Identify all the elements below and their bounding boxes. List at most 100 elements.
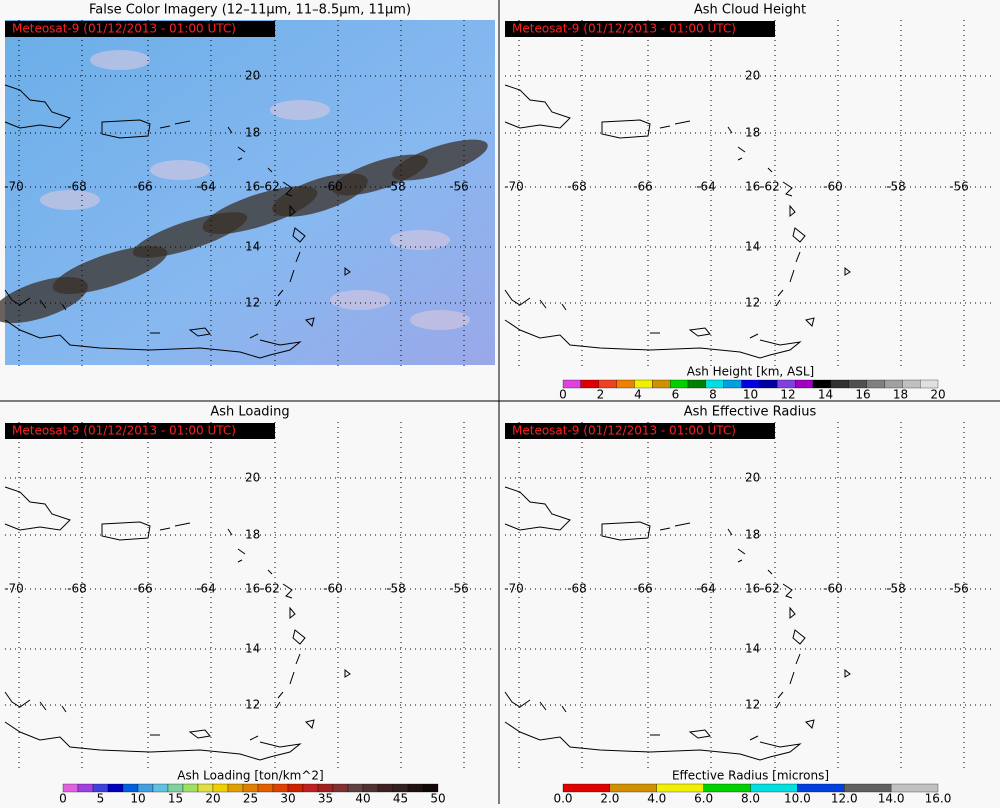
coastline: [150, 317, 315, 339]
lon-label: -66: [633, 582, 653, 596]
timestamp: Meteosat-9 (01/12/2013 - 01:00 UTC): [12, 424, 236, 438]
timestamp-box: [5, 21, 275, 37]
lon-label: -66: [133, 582, 153, 596]
colorbar-segment: [919, 379, 939, 389]
colorbar-tick-label: 16.0: [925, 792, 952, 805]
coastline: [4, 691, 302, 761]
coastline: [4, 289, 302, 359]
lon-label: -56: [449, 582, 469, 596]
lon-label: -64: [196, 180, 216, 194]
lon-label: -60: [823, 582, 843, 596]
timestamp-box: [505, 423, 775, 439]
colorbar-tick-label: 2.0: [600, 792, 619, 805]
lat-label: 20: [245, 69, 260, 83]
lon-label: -60: [323, 582, 343, 596]
colorbar-tick-label: 25: [243, 792, 258, 805]
cloud: [40, 190, 100, 210]
lon-label: -58: [386, 582, 406, 596]
panel-title: Ash Cloud Height: [694, 3, 806, 18]
coastline: [101, 119, 151, 139]
lon-label: -64: [696, 582, 716, 596]
lon-label: -56: [949, 582, 969, 596]
coastline: [844, 266, 851, 276]
panel: False Color Imagery (12–11μm, 11–8.5μm, …: [0, 3, 495, 370]
lat-label: 16: [745, 180, 760, 194]
ash-plume: [392, 139, 488, 181]
colorbar-segment: [257, 783, 274, 793]
colorbar-tick-label: 12: [780, 388, 795, 402]
lat-label: 14: [745, 240, 760, 254]
lon-label: -58: [886, 180, 906, 194]
coastline: [659, 120, 691, 129]
lat-label: 12: [245, 698, 260, 712]
cloud: [270, 100, 330, 120]
lat-label: 14: [745, 642, 760, 656]
colorbar-segment: [687, 379, 707, 389]
lon-label: -66: [133, 180, 153, 194]
colorbar-tick-label: 15: [168, 792, 183, 805]
colorbar-segment: [227, 783, 244, 793]
lat-label: 12: [745, 698, 760, 712]
lon-label: -64: [196, 582, 216, 596]
cloud: [150, 160, 210, 180]
lat-label: 18: [245, 528, 260, 542]
colorbar-tick-label: 5: [97, 792, 105, 805]
lon-label: -68: [567, 582, 587, 596]
coastline: [727, 528, 806, 709]
colorbar-segment: [830, 379, 849, 389]
colorbar-tick-label: 14.0: [878, 792, 905, 805]
colorbar-segment: [422, 783, 439, 793]
colorbar-label: Ash Loading [ton/km^2]: [177, 769, 323, 783]
colorbar-tick-label: 40: [355, 792, 370, 805]
colorbar-segment: [794, 379, 814, 389]
lon-label: -62: [760, 582, 780, 596]
panel-title: Ash Effective Radius: [684, 405, 817, 420]
lat-label: 16: [745, 582, 760, 596]
coastline: [659, 522, 691, 531]
colorbar-tick-label: 10: [743, 388, 758, 402]
colorbar-segment: [302, 783, 319, 793]
lon-label: -68: [67, 180, 87, 194]
lat-label: 20: [745, 69, 760, 83]
lon-label: -66: [633, 180, 653, 194]
panel-title: False Color Imagery (12–11μm, 11–8.5μm, …: [89, 3, 411, 18]
coastline: [101, 521, 151, 541]
coastline: [601, 119, 651, 139]
cloud: [410, 310, 470, 330]
timestamp-box: [505, 21, 775, 37]
coastline: [227, 528, 306, 709]
colorbar-segment: [332, 783, 349, 793]
colorbar-tick-label: 45: [393, 792, 408, 805]
colorbar-segment: [890, 783, 939, 793]
lon-label: -68: [567, 180, 587, 194]
colorbar-tick-label: 14: [818, 388, 833, 402]
colorbar-tick-label: 8: [709, 388, 717, 402]
cloud: [90, 50, 150, 70]
colorbar-tick-label: 20: [205, 792, 220, 805]
lon-label: -56: [949, 180, 969, 194]
colorbar-tick-label: 10.0: [784, 792, 811, 805]
colorbar-label: Ash Height [km, ASL]: [687, 365, 815, 379]
lat-label: 16: [245, 180, 260, 194]
lon-label: -62: [260, 582, 280, 596]
colorbar-tick-label: 35: [318, 792, 333, 805]
cloud: [390, 230, 450, 250]
lon-label: -62: [760, 180, 780, 194]
colorbar-tick-label: 12.0: [831, 792, 858, 805]
colorbar-tick-label: 30: [280, 792, 295, 805]
colorbar-tick-label: 2: [597, 388, 605, 402]
colorbar-tick-label: 6.0: [694, 792, 713, 805]
colorbar-tick-label: 50: [430, 792, 445, 805]
colorbar-segment: [377, 783, 394, 793]
colorbar-segment: [152, 783, 169, 793]
lon-label: -68: [67, 582, 87, 596]
coastline: [650, 317, 815, 339]
colorbar-label: Effective Radius [microns]: [672, 769, 829, 783]
lat-label: 16: [245, 582, 260, 596]
lon-label: -60: [323, 180, 343, 194]
lon-label: -70: [4, 180, 24, 194]
coastline: [4, 486, 71, 531]
coastline: [344, 668, 351, 678]
colorbar-segment: [759, 379, 778, 389]
